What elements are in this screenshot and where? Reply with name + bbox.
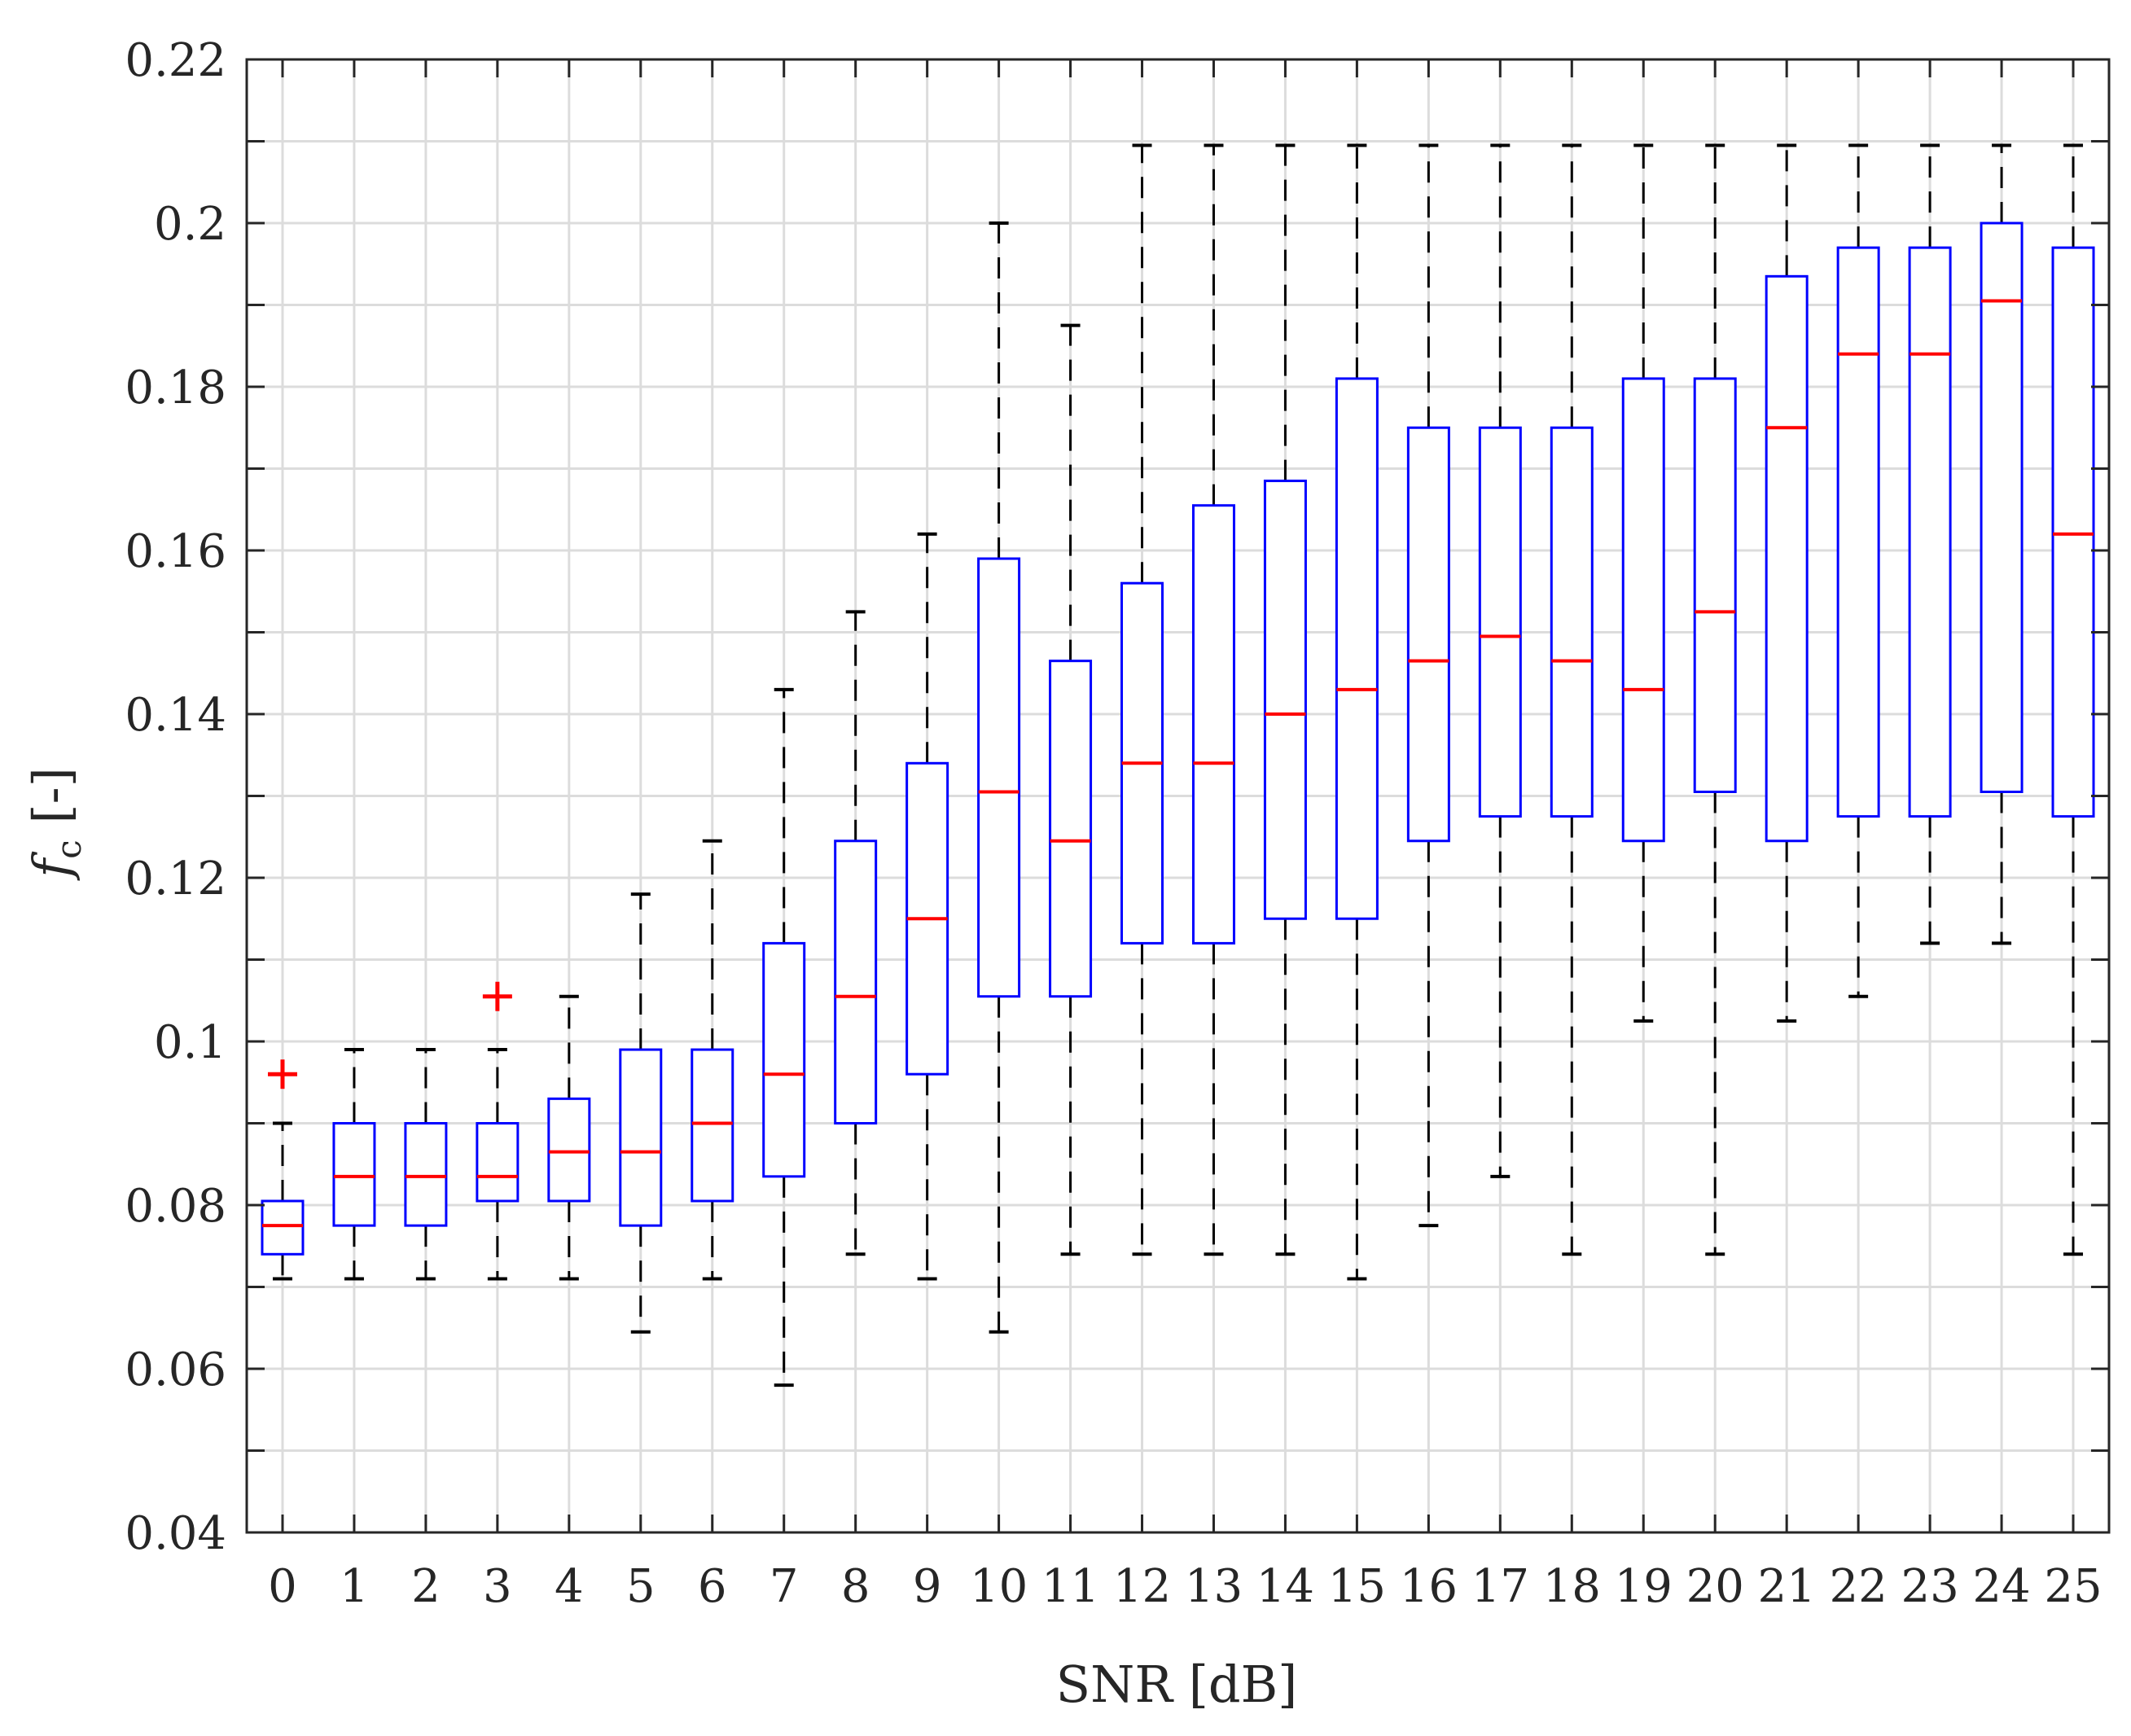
y-axis-label-suffix: [-] — [22, 767, 81, 840]
box-iqr — [1908, 246, 1952, 818]
box-iqr — [1621, 377, 1665, 843]
box-iqr — [977, 557, 1021, 998]
y-tick-label: 0.2 — [154, 198, 226, 251]
box-iqr — [1191, 504, 1235, 945]
y-tick-label: 0.12 — [125, 853, 226, 905]
x-tick-label: 8 — [841, 1560, 870, 1613]
box-group — [1406, 143, 1450, 1228]
y-tick-labels: 0.04 0.06 0.08 0.1 0.12 0.14 0.16 0.18 0.2 0.22 — [125, 34, 226, 1560]
box-group — [762, 687, 806, 1387]
box-iqr — [1263, 480, 1307, 920]
x-tick-labels: 0 1 2 3 4 5 6 7 8 9 10 11 12 13 14 15 16 17 18 19 20 21 22 23 24… — [268, 1560, 2102, 1613]
box-iqr — [547, 1097, 591, 1203]
x-tick-label: 0 — [268, 1560, 297, 1613]
box-iqr — [404, 1122, 448, 1227]
x-tick-label: 13 — [1185, 1560, 1243, 1613]
x-tick-label: 15 — [1328, 1560, 1386, 1613]
x-tick-label: 19 — [1615, 1560, 1673, 1613]
box-iqr — [1335, 377, 1379, 920]
box-group — [1693, 143, 1737, 1256]
box-group — [332, 1048, 376, 1281]
box-group — [547, 994, 591, 1281]
box-group — [261, 1059, 305, 1281]
x-tick-label: 20 — [1686, 1560, 1744, 1613]
box-iqr — [762, 941, 806, 1178]
y-tick-label: 0.22 — [125, 34, 226, 87]
box-group — [1049, 323, 1093, 1256]
x-tick-label: 18 — [1543, 1560, 1601, 1613]
x-tick-label: 14 — [1256, 1560, 1314, 1613]
y-tick-label: 0.14 — [125, 689, 226, 742]
y-tick-label: 0.06 — [125, 1344, 226, 1396]
box-group — [1335, 143, 1379, 1281]
box-group — [1191, 143, 1235, 1256]
x-tick-label: 11 — [1041, 1560, 1099, 1613]
x-tick-label: 25 — [2044, 1560, 2102, 1613]
box-iqr — [261, 1199, 305, 1256]
outlier-marker — [482, 981, 512, 1011]
x-tick-label: 23 — [1901, 1560, 1958, 1613]
box-iqr — [1550, 426, 1594, 818]
box-group — [834, 610, 878, 1256]
box-group — [1836, 143, 1880, 998]
box-group — [1478, 143, 1522, 1178]
y-tick-label: 0.18 — [125, 362, 226, 414]
box-iqr — [1693, 377, 1737, 793]
x-tick-label: 10 — [970, 1560, 1028, 1613]
box-group — [1550, 143, 1594, 1256]
box-iqr — [834, 840, 878, 1125]
box-group — [691, 839, 734, 1281]
box-iqr — [2051, 246, 2095, 818]
x-tick-label: 3 — [483, 1560, 512, 1613]
box-iqr — [1478, 426, 1522, 818]
x-tick-label: 7 — [770, 1560, 799, 1613]
y-tick-label: 0.04 — [125, 1507, 226, 1560]
outlier-marker — [267, 1059, 297, 1089]
box-group — [1621, 143, 1665, 1023]
box-iqr — [1765, 274, 1809, 843]
box-iqr — [691, 1048, 734, 1203]
box-group — [404, 1048, 448, 1281]
x-tick-label: 1 — [340, 1560, 369, 1613]
y-axis-label-subscript: c — [49, 840, 89, 859]
y-tick-label: 0.16 — [125, 525, 226, 578]
box-series — [261, 143, 2095, 1387]
box-group — [619, 892, 663, 1334]
x-tick-label: 21 — [1758, 1560, 1816, 1613]
x-tick-label: 22 — [1830, 1560, 1888, 1613]
box-group — [905, 532, 949, 1281]
x-tick-label: 24 — [1972, 1560, 2030, 1613]
x-tick-label: 16 — [1400, 1560, 1458, 1613]
box-iqr — [476, 1122, 520, 1203]
x-tick-label: 6 — [698, 1560, 727, 1613]
x-tick-label: 2 — [411, 1560, 441, 1613]
box-group — [1765, 143, 1809, 1023]
x-tick-label: 5 — [626, 1560, 656, 1613]
box-iqr — [1836, 246, 1880, 818]
y-tick-label: 0.08 — [125, 1180, 226, 1233]
x-tick-label: 17 — [1471, 1560, 1529, 1613]
box-group — [1120, 143, 1164, 1256]
y-tick-label: 0.1 — [154, 1016, 226, 1069]
x-tick-label: 4 — [555, 1560, 584, 1613]
box-group — [2051, 143, 2095, 1256]
box-group — [1908, 143, 1952, 945]
box-iqr — [1406, 426, 1450, 843]
box-group — [476, 981, 520, 1281]
axis-ticks — [247, 59, 2109, 1532]
y-axis-label: fc [-] — [22, 767, 89, 881]
box-iqr — [619, 1048, 663, 1227]
box-group — [977, 221, 1021, 1334]
box-group — [1980, 143, 2024, 945]
box-iqr — [332, 1122, 376, 1227]
box-iqr — [1980, 221, 2024, 793]
x-tick-label: 9 — [913, 1560, 942, 1613]
x-tick-label: 12 — [1113, 1560, 1171, 1613]
box-group — [1263, 143, 1307, 1256]
box-iqr — [1049, 660, 1093, 998]
x-axis-label: SNR [dB] — [1056, 1655, 1298, 1714]
